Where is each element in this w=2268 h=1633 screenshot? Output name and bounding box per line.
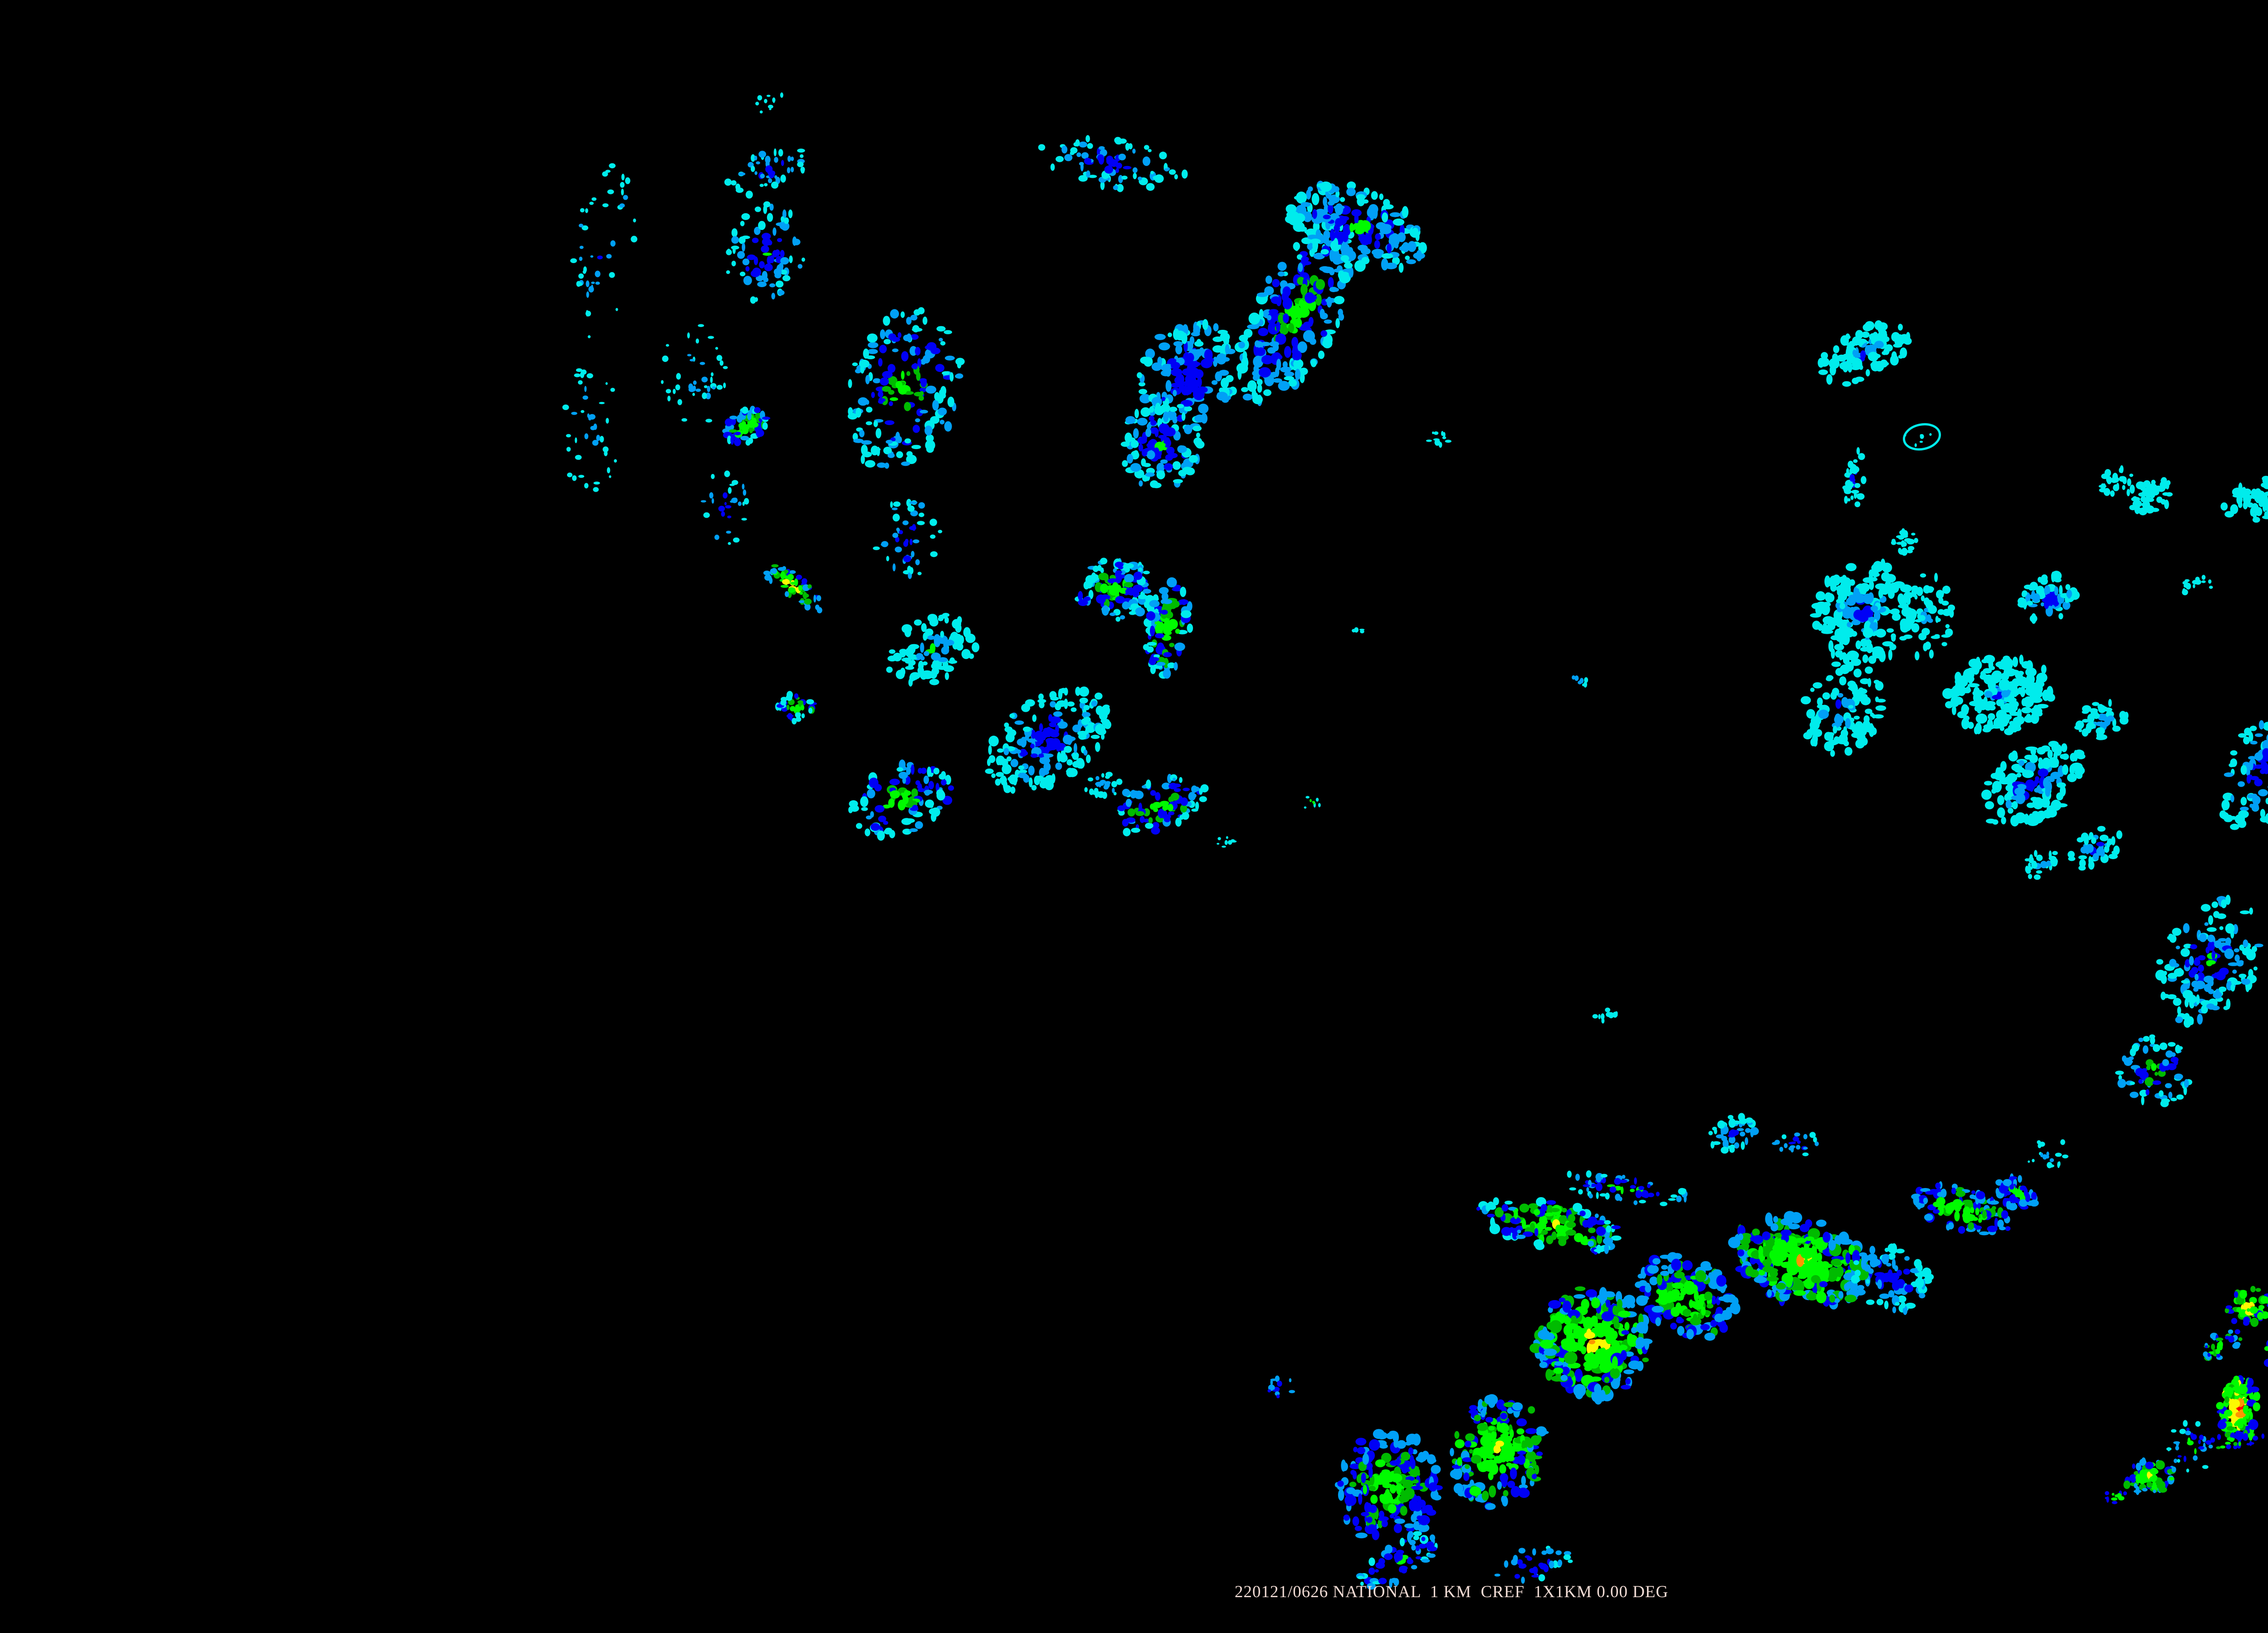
echo-cluster-nw-top-cluster: [1038, 135, 1188, 192]
echo-cluster-band-south-a: [1120, 398, 1205, 489]
echo-cluster-mw-small-ne: [2098, 465, 2133, 497]
echo-cluster-fl-bl-cluster: [2123, 1457, 2176, 1495]
echo-cluster-gulf-ul-arm: [1476, 1197, 1622, 1255]
echo-cluster-fl-bottom-arc: [2205, 1431, 2265, 1449]
echo-cluster-gulf-comma-tail: [1356, 1531, 1438, 1590]
echo-cluster-fl-red-hook: [2263, 1340, 2268, 1367]
echo-cluster-nw-green-cell: [722, 406, 771, 446]
echo-cluster-mid-speck-2: [1572, 675, 1589, 688]
echo-cluster-mw-corner-mass: [2068, 826, 2122, 871]
echo-cluster-mid-speck-4: [1217, 836, 1237, 848]
echo-cluster-eb-west-fringe: [2219, 720, 2268, 830]
echo-cluster-nw-top-speck: [755, 92, 783, 114]
echo-cluster-band-head: [1285, 181, 1427, 273]
echo-cluster-mw-lower-right: [1981, 741, 2086, 826]
echo-cluster-mid-speck-5: [1304, 796, 1321, 809]
echo-cluster-nw-small-1: [726, 201, 805, 304]
echo-cluster-nw-sw-tail: [1084, 772, 1123, 799]
echo-cluster-east-cyan-a: [2126, 477, 2173, 515]
echo-cluster-fl-left-mid: [2224, 1286, 2268, 1327]
echo-cluster-mw-right-small: [2017, 571, 2080, 624]
echo-cluster-gulf-top-strand: [1567, 1170, 1688, 1207]
echo-cluster-gulf-ne-tail: [1911, 1181, 2011, 1236]
radar-caption: 220121/0626 NATIONAL 1 KM CREF 1X1KM 0.0…: [1234, 1583, 1669, 1601]
echo-cluster-mid-speck-6: [1352, 627, 1365, 634]
echo-cluster-nw-below-speckles: [700, 470, 749, 545]
echo-cluster-mw-left-mass: [1810, 558, 1917, 666]
echo-cluster-mw-donut: [1891, 528, 1918, 556]
echo-cluster-nw-yellow-arc: [763, 564, 822, 614]
echo-cluster-nw-lower-cluster: [848, 759, 954, 841]
echo-cluster-mid-speck-1: [1426, 431, 1452, 448]
echo-cluster-gulf-tail-end: [1995, 1173, 2039, 1211]
echo-cluster-gulf-connector: [1635, 1252, 1740, 1341]
echo-cluster-mw-bottom-bits: [2024, 850, 2058, 880]
echo-cluster-eb-sw-end: [2115, 1034, 2193, 1107]
echo-cluster-nw-green-streaks: [1117, 773, 1209, 836]
echo-cluster-nw-west-speckles-a: [570, 163, 638, 338]
echo-cluster-gulf-top-blob: [1708, 1113, 1759, 1154]
echo-cluster-nw-gap-speckles: [873, 499, 943, 579]
echo-cluster-mw-wing: [2074, 699, 2129, 740]
echo-cluster-nw-sw-mass: [985, 686, 1111, 794]
echo-cluster-gulf-left-green: [1450, 1394, 1549, 1511]
echo-cluster-gulf-west-specks: [1267, 1375, 1295, 1398]
echo-cluster-eb-west-specks: [2028, 1139, 2068, 1169]
echo-cluster-gulf-south-specks: [1494, 1545, 1573, 1584]
echo-cluster-eb-sw-tail: [2155, 895, 2263, 1028]
echo-cluster-band-south-c: [1143, 577, 1193, 679]
echo-cluster-mw-vstreak: [1842, 447, 1867, 508]
echo-cluster-nw-cyan-mass: [886, 613, 980, 687]
echo-cluster-fl-center-cell: [2216, 1375, 2260, 1443]
echo-cluster-mw-left-ext: [1800, 661, 1887, 757]
echo-cluster-band-west-arm: [1137, 319, 1237, 432]
echo-cluster-fl-diag-string: [2203, 1329, 2243, 1361]
echo-cluster-gulf-ne-mass: [1728, 1211, 1873, 1310]
echo-cluster-nw-top-arc: [724, 148, 805, 199]
echo-cluster-mw-big-right: [1942, 655, 2055, 735]
echo-cluster-gulf-ne-fringe: [1851, 1243, 1934, 1315]
echo-cluster-gulf-comma-head: [1334, 1429, 1443, 1543]
echo-cluster-mw-top-mass: [1818, 320, 1912, 387]
echo-cluster-gulf-central-mass: [1530, 1286, 1653, 1405]
echo-cluster-mw-ring: [1902, 423, 1941, 451]
echo-cluster-mid-speck-3: [1592, 1007, 1618, 1024]
echo-cluster-nw-mid-left-mass: [847, 307, 965, 469]
echo-cluster-mw-hook: [1900, 572, 1955, 660]
echo-cluster-east-cyan-b: [2220, 475, 2268, 523]
echo-cluster-nw-small-green: [775, 691, 817, 725]
echo-cluster-band-south-b: [1075, 557, 1154, 622]
echo-cluster-nw-west-speckles-b: [562, 368, 617, 492]
echo-cluster-fl-speckles-sw: [2166, 1420, 2213, 1473]
echo-cluster-nw-left-mid-speckles: [661, 324, 728, 423]
echo-cluster-gulf-top-specks: [1772, 1132, 1819, 1156]
echo-cluster-east-cyan-specks: [2182, 575, 2213, 596]
echo-cluster-fl-far-left-bits: [2105, 1490, 2127, 1505]
